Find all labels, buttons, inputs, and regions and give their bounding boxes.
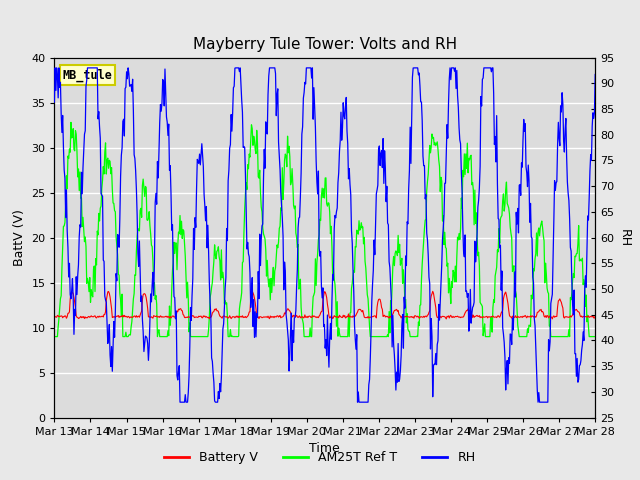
Legend: Battery V, AM25T Ref T, RH: Battery V, AM25T Ref T, RH (159, 446, 481, 469)
Y-axis label: BattV (V): BattV (V) (13, 209, 26, 266)
Y-axis label: RH: RH (618, 228, 631, 247)
X-axis label: Time: Time (309, 442, 340, 455)
Text: MB_tule: MB_tule (63, 68, 113, 82)
Title: Mayberry Tule Tower: Volts and RH: Mayberry Tule Tower: Volts and RH (193, 37, 457, 52)
